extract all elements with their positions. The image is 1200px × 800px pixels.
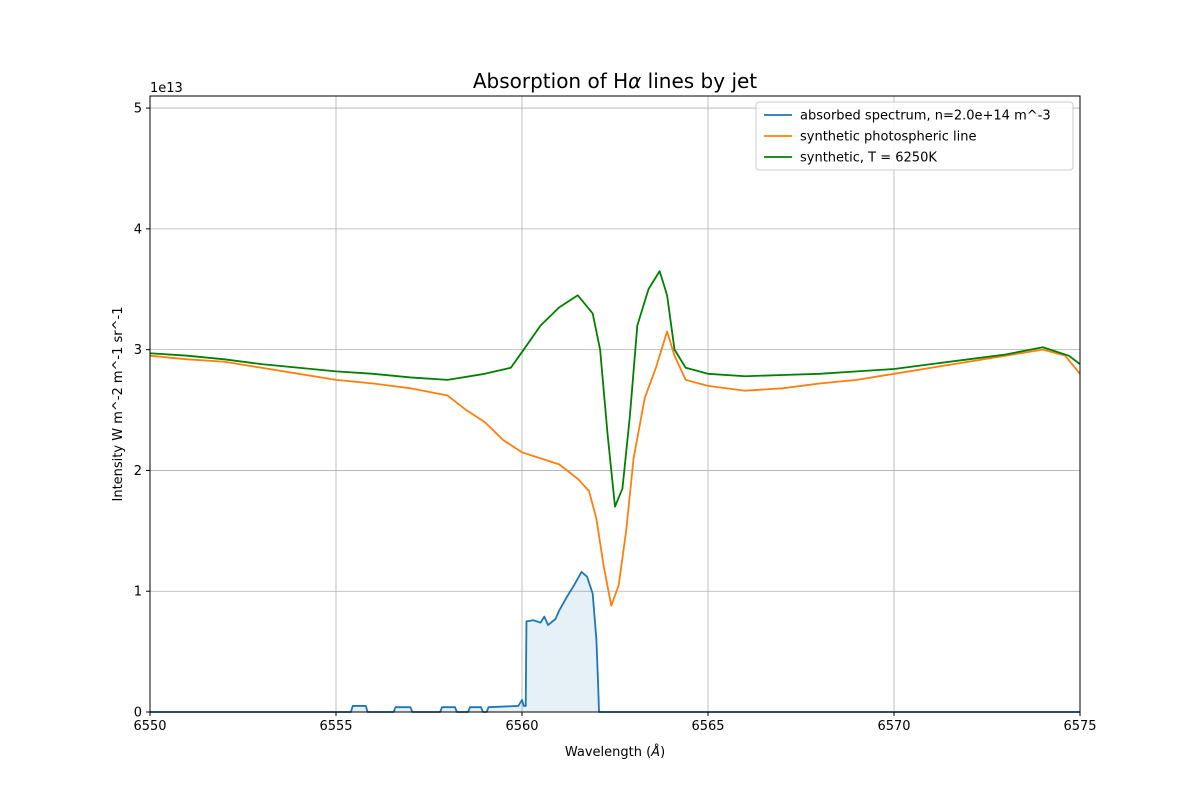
x-tick-label: 6570 [877, 719, 910, 734]
x-tick-label: 6560 [505, 719, 538, 734]
plot-frame [149, 95, 1081, 713]
y-tick-label: 4 [134, 222, 142, 237]
series-layer [149, 270, 1081, 713]
legend: absorbed spectrum, n=2.0e+14 m^-3 synthet… [755, 101, 1074, 171]
chart-title: Absorption of Hα lines by jet [473, 69, 757, 93]
legend-label-0: absorbed spectrum, n=2.0e+14 m^-3 [800, 109, 1051, 124]
y-tick-label: 3 [134, 343, 142, 358]
x-tick-label: 6575 [1063, 719, 1096, 734]
legend-box [755, 101, 1074, 171]
series-line-1 [149, 330, 1081, 607]
legend-label-2: synthetic, T = 6250K [800, 151, 937, 166]
y-tick-label: 2 [134, 464, 142, 479]
y-tick-label: 1 [134, 585, 142, 600]
x-tick-label: 6555 [319, 719, 352, 734]
tick-layer: 6550 6555 6560 6565 6570 6575 0 1 2 3 4 5 [133, 102, 1096, 734]
series-line-2 [149, 270, 1081, 508]
x-axis-label: Wavelength (Å) [565, 744, 665, 760]
y-tick-label: 5 [134, 102, 142, 117]
series-line-0 [150, 570, 1080, 713]
x-tick-label: 6565 [691, 719, 724, 734]
y-axis-label: Intensity W m^-2 m^-1 sr^-1 [111, 307, 126, 502]
y-offset-label: 1e13 [150, 81, 183, 96]
y-tick-label: 0 [134, 706, 142, 721]
x-tick-label: 6550 [133, 719, 166, 734]
legend-label-1: synthetic photospheric line [800, 130, 976, 145]
grid-layer [149, 96, 1081, 713]
